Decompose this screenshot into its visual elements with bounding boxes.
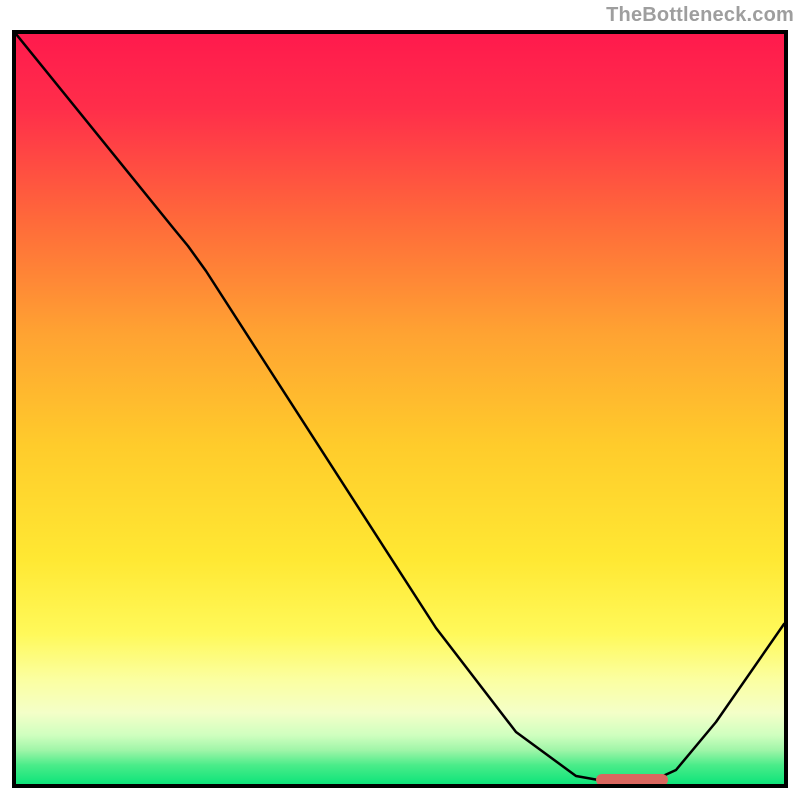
- plot-area: [16, 34, 784, 784]
- root: TheBottleneck.com: [0, 0, 800, 800]
- watermark-text: TheBottleneck.com: [606, 4, 794, 27]
- plot-frame: [12, 30, 788, 788]
- optimal-range-marker: [596, 774, 668, 784]
- gradient-background: [16, 34, 784, 784]
